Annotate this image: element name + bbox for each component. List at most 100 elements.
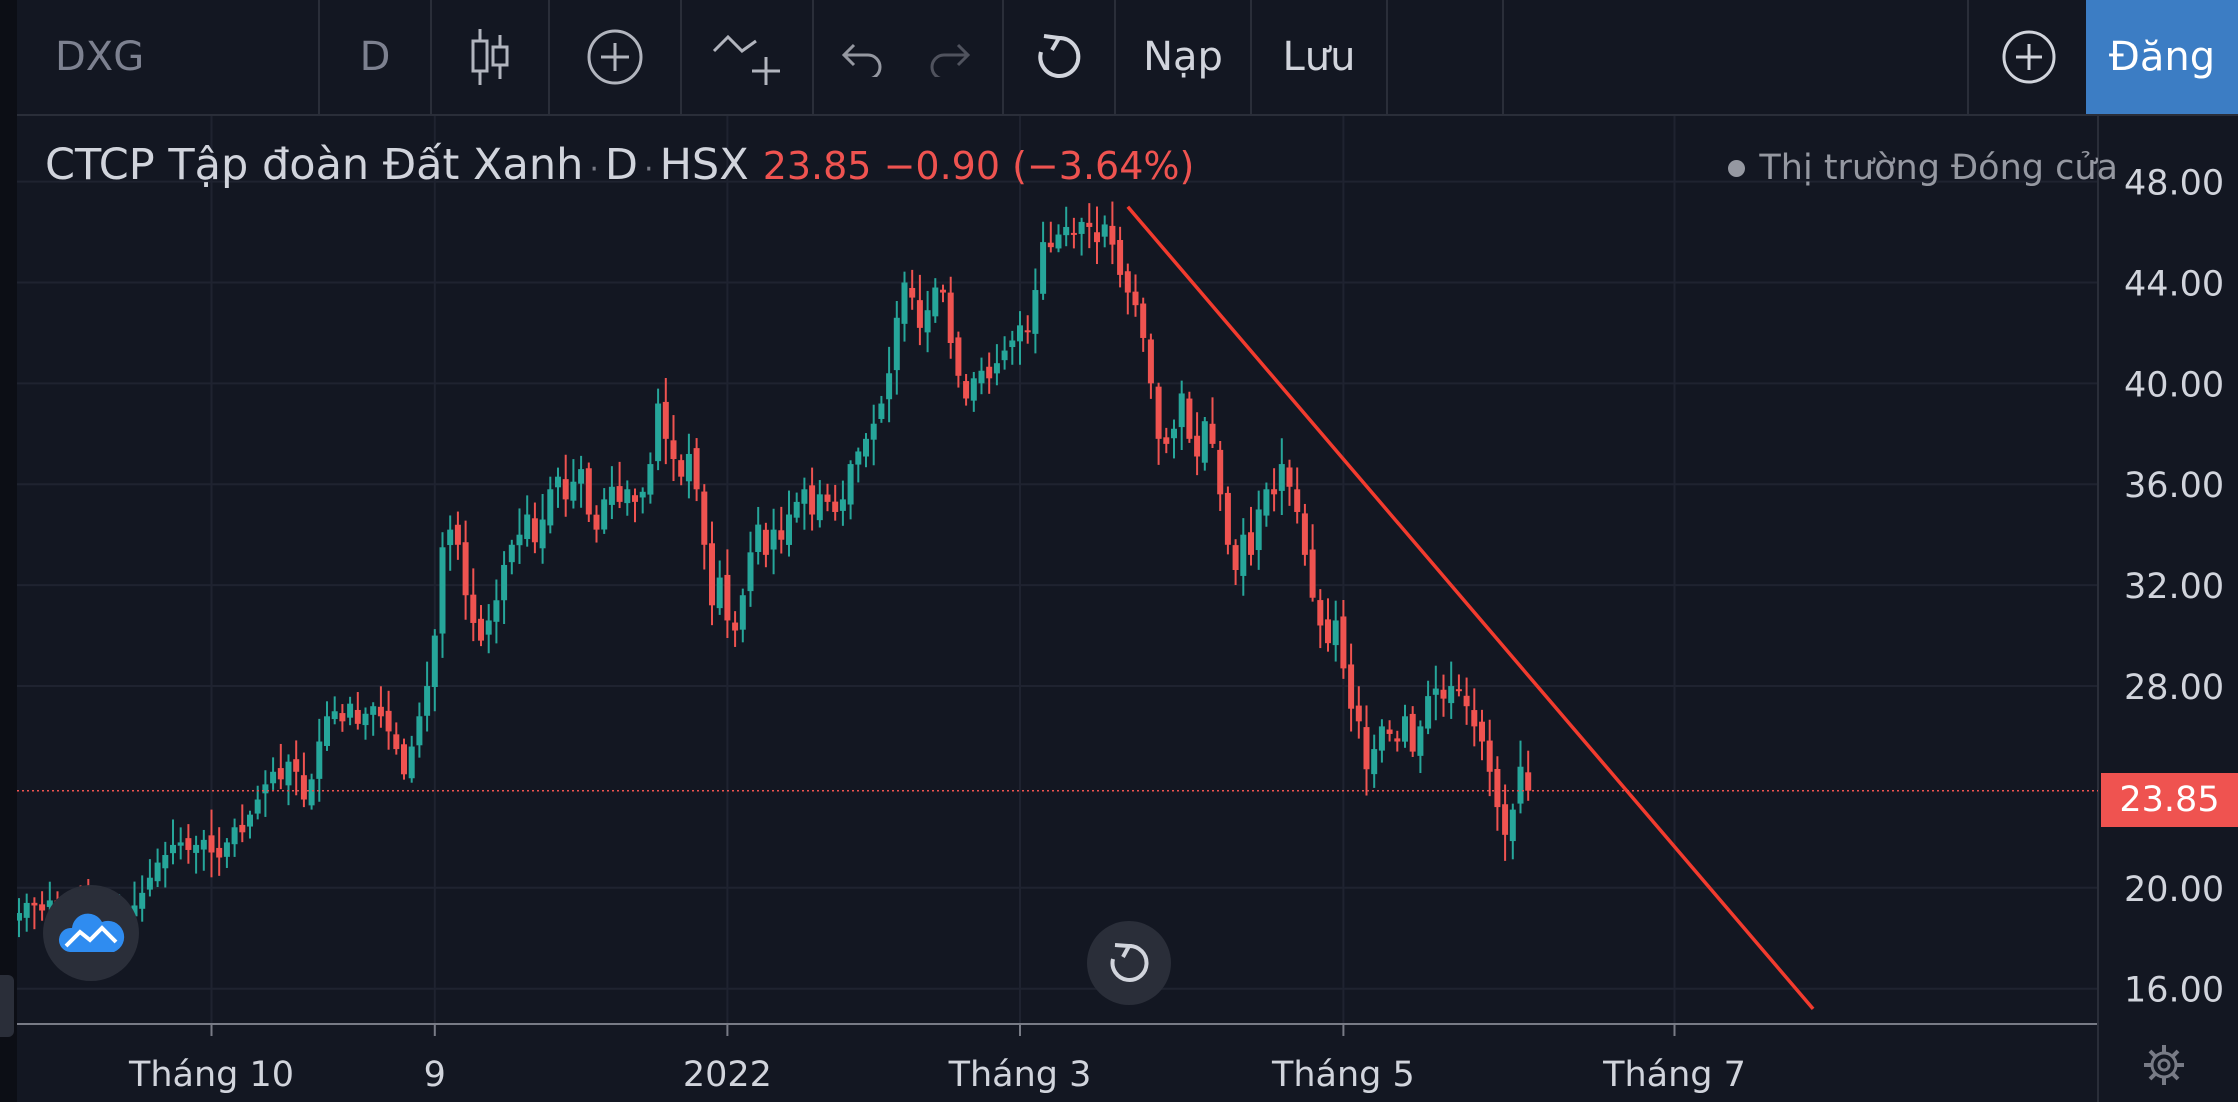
candle-body	[863, 438, 869, 457]
candle-body	[1486, 740, 1493, 772]
candle-body	[624, 489, 631, 504]
candle-body	[377, 706, 384, 717]
x-tick-label: 2022	[683, 1055, 772, 1095]
market-status-label: Thị trường Đóng cửa	[1759, 148, 2118, 188]
symbol-legend: CTCP Tập đoàn Đất Xanh · D · HSX 23.85 −0.90 …	[45, 140, 1194, 190]
candle-body	[347, 703, 354, 718]
candle-body	[670, 440, 677, 460]
candle-body	[739, 595, 746, 630]
x-tick-label: Tháng 5	[1271, 1055, 1415, 1095]
y-tick-label: 28.00	[2124, 668, 2224, 708]
candle-body	[1217, 449, 1224, 495]
undo-button[interactable]	[814, 0, 904, 114]
candle-body	[809, 485, 816, 515]
reset-scale-button[interactable]	[1087, 921, 1171, 1005]
candle-body	[277, 768, 284, 780]
candle-body	[408, 746, 415, 779]
candle-body	[324, 716, 330, 746]
candle-body	[1509, 809, 1516, 842]
candle-body	[747, 552, 754, 592]
legend-interval: D	[604, 140, 639, 190]
compare-button[interactable]	[682, 0, 814, 114]
candle-body	[901, 282, 908, 324]
candle-body	[1017, 325, 1023, 342]
candle-body	[1332, 620, 1339, 646]
candle-body	[1494, 768, 1501, 808]
candle-body	[839, 499, 846, 511]
reset-button[interactable]	[1004, 0, 1116, 114]
candle-body	[1209, 423, 1216, 444]
candle-body	[308, 779, 315, 806]
candle-body	[570, 481, 577, 501]
candle-body	[955, 337, 962, 376]
interval-button[interactable]: D	[320, 0, 432, 114]
market-status: Thị trường Đóng cửa	[1728, 148, 2118, 188]
candle-body	[370, 706, 377, 715]
candle-body	[139, 892, 146, 909]
candle-body	[1047, 242, 1054, 248]
chart-type-button[interactable]	[432, 0, 550, 114]
x-tick-label: 9	[424, 1055, 446, 1095]
candle-body	[1094, 232, 1100, 243]
candle-body	[401, 744, 407, 775]
candle-body	[1101, 224, 1108, 237]
candle-body	[1132, 291, 1139, 306]
x-tick-label: Tháng 10	[128, 1055, 294, 1095]
candle-body	[986, 366, 993, 379]
candle-body	[1517, 766, 1524, 804]
candle-body	[1117, 239, 1124, 275]
candle-body	[1325, 619, 1331, 644]
collapse-handle[interactable]	[0, 975, 14, 1037]
compare-plus-icon	[712, 34, 780, 85]
candle-body	[216, 847, 223, 858]
candle-body	[993, 363, 1000, 374]
add-indicator-button[interactable]	[550, 0, 682, 114]
tradingview-logo-button[interactable]	[43, 885, 139, 981]
candle-body	[755, 524, 762, 553]
candle-body	[431, 635, 438, 688]
top-toolbar: DXG D	[17, 0, 2238, 116]
candle-body	[1232, 545, 1239, 570]
candle-body	[978, 370, 985, 384]
candle-body	[285, 761, 292, 786]
candle-body	[1009, 340, 1016, 348]
save-button[interactable]: Lưu	[1252, 0, 1388, 114]
redo-button[interactable]	[904, 0, 1004, 114]
candle-body	[1163, 437, 1170, 444]
symbol-search-button[interactable]: DXG	[17, 0, 320, 114]
candle-body	[447, 529, 454, 546]
candle-body	[585, 468, 592, 515]
candle-body	[1432, 688, 1439, 695]
candle-body	[1317, 600, 1324, 626]
gear-icon[interactable]	[2142, 1043, 2186, 1087]
trendline[interactable]	[1126, 205, 1815, 1011]
candle-body	[655, 403, 662, 462]
save-label: Lưu	[1282, 34, 1356, 80]
candle-body	[1063, 226, 1070, 236]
candle-body	[916, 300, 923, 328]
left-edge-strip	[0, 0, 18, 1102]
load-label: Nạp	[1143, 34, 1223, 80]
candle-body	[893, 317, 900, 371]
candle-body	[293, 759, 300, 772]
signup-button[interactable]: Đăng	[2086, 0, 2238, 114]
candle-body	[647, 464, 654, 495]
load-button[interactable]: Nạp	[1116, 0, 1252, 114]
chart-axes: 48.00 44.00 40.00 36.00 32.00 28.00 20.00 16.00…	[17, 116, 2224, 1102]
candle-body	[801, 489, 808, 504]
candle-body	[578, 469, 585, 484]
candle-body	[963, 381, 970, 399]
candle-body	[1463, 695, 1470, 707]
candle-body	[23, 902, 30, 918]
candle-body	[1378, 726, 1385, 751]
candle-body	[247, 814, 253, 827]
candle-body	[1240, 534, 1247, 576]
candle-series	[17, 201, 1532, 948]
candle-body	[39, 904, 46, 911]
candle-body	[601, 499, 608, 530]
trendline-layer	[1126, 205, 1815, 1011]
candle-body	[947, 292, 954, 343]
add-button[interactable]	[1967, 0, 2088, 114]
candle-body	[177, 842, 184, 846]
candle-body	[516, 534, 523, 546]
